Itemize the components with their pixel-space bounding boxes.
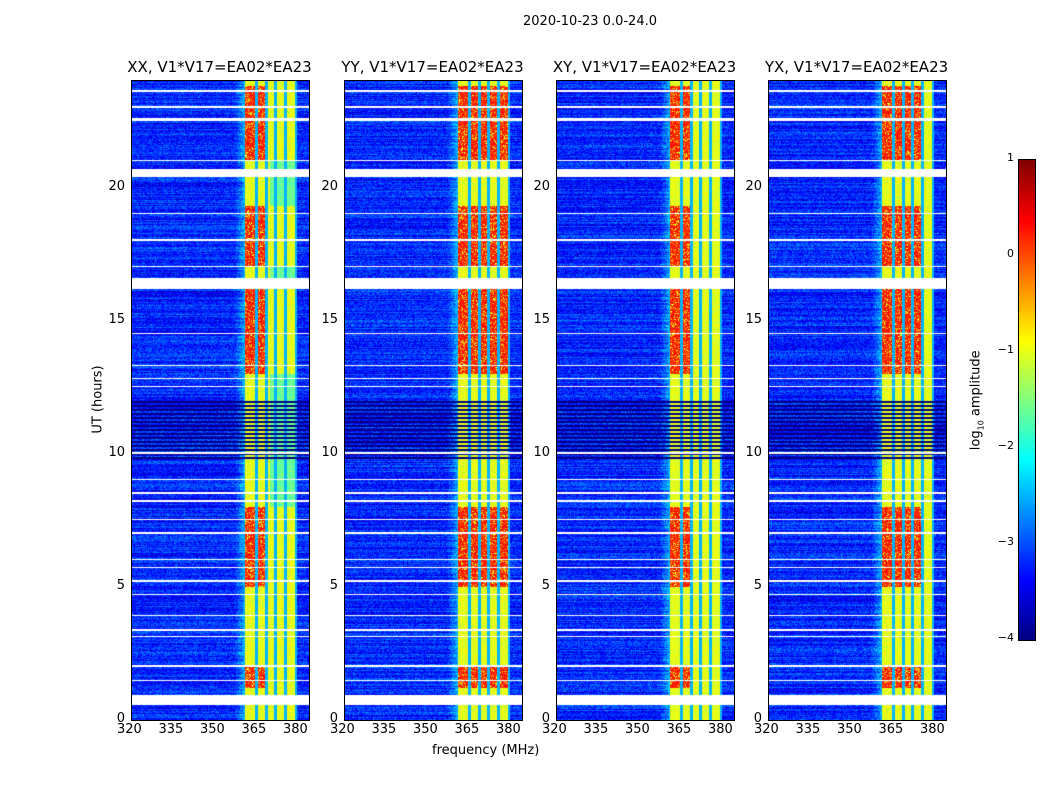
panel-title: YX, V1*V17=EA02*EA23 bbox=[764, 58, 949, 76]
x-tick-label: 350 bbox=[412, 722, 438, 737]
y-tick-label: 15 bbox=[108, 311, 125, 327]
x-tick-label: 365 bbox=[878, 722, 904, 737]
x-tick-label: 320 bbox=[754, 722, 779, 737]
y-tick-label: 5 bbox=[116, 577, 125, 593]
figure-title: 2020-10-23 0.0-24.0 bbox=[523, 14, 657, 29]
y-tick-label: 5 bbox=[753, 577, 762, 593]
heatmap-image bbox=[557, 81, 734, 720]
x-tick-label: 350 bbox=[624, 722, 650, 737]
y-tick-label: 10 bbox=[321, 444, 338, 460]
heatmap-panel bbox=[344, 80, 523, 721]
colorbar-tick-label: −1 bbox=[997, 343, 1014, 356]
y-tick-label: 10 bbox=[533, 444, 550, 460]
heatmap-panel bbox=[768, 80, 947, 721]
x-tick-label: 365 bbox=[241, 722, 267, 737]
x-tick-label: 380 bbox=[919, 722, 945, 737]
colorbar-tick-label: 1 bbox=[1007, 151, 1014, 164]
y-tick-label: 20 bbox=[108, 178, 125, 194]
y-tick-label: 10 bbox=[745, 444, 762, 460]
y-tick-label: 15 bbox=[321, 311, 338, 327]
x-tick-label: 320 bbox=[330, 722, 355, 737]
y-tick-label: 5 bbox=[329, 577, 338, 593]
y-tick-label: 20 bbox=[321, 178, 338, 194]
heatmap-panel bbox=[556, 80, 735, 721]
y-tick-label: 0 bbox=[329, 711, 338, 726]
panel-title: XY, V1*V17=EA02*EA23 bbox=[552, 58, 737, 76]
panel-title: XX, V1*V17=EA02*EA23 bbox=[127, 58, 312, 76]
x-tick-label: 365 bbox=[454, 722, 480, 737]
heatmap-image bbox=[769, 81, 946, 720]
y-tick-label: 15 bbox=[745, 311, 762, 327]
y-tick-label: 0 bbox=[116, 711, 125, 726]
y-tick-label: 20 bbox=[745, 178, 762, 194]
heatmap-image bbox=[345, 81, 522, 720]
x-tick-label: 335 bbox=[795, 722, 821, 737]
colorbar-tick-label: 0 bbox=[1007, 247, 1014, 260]
colorbar-tick-label: −2 bbox=[997, 439, 1014, 452]
y-tick-label: 15 bbox=[533, 311, 550, 327]
colorbar-tick-label: −4 bbox=[997, 631, 1014, 644]
panel-title: YY, V1*V17=EA02*EA23 bbox=[341, 58, 524, 76]
colorbar-gradient bbox=[1019, 160, 1035, 640]
x-tick-label: 365 bbox=[666, 722, 692, 737]
x-tick-label: 320 bbox=[542, 722, 567, 737]
y-tick-label: 0 bbox=[541, 711, 550, 726]
y-axis-label: UT (hours) bbox=[90, 365, 106, 434]
heatmap-image bbox=[132, 81, 309, 720]
x-axis-label: frequency (MHz) bbox=[432, 743, 540, 758]
x-tick-label: 380 bbox=[495, 722, 521, 737]
x-tick-label: 350 bbox=[836, 722, 862, 737]
y-tick-label: 5 bbox=[541, 577, 550, 593]
x-tick-label: 380 bbox=[282, 722, 308, 737]
y-tick-label: 10 bbox=[108, 444, 125, 460]
colorbar bbox=[1018, 159, 1036, 641]
colorbar-tick-label: −3 bbox=[997, 535, 1014, 548]
y-tick-label: 0 bbox=[753, 711, 762, 726]
heatmap-panel bbox=[131, 80, 310, 721]
x-tick-label: 335 bbox=[583, 722, 609, 737]
colorbar-label: log10 amplitude bbox=[968, 350, 986, 451]
x-tick-label: 335 bbox=[158, 722, 184, 737]
y-tick-label: 20 bbox=[533, 178, 550, 194]
x-tick-label: 320 bbox=[117, 722, 142, 737]
x-tick-label: 350 bbox=[199, 722, 225, 737]
x-tick-label: 335 bbox=[371, 722, 397, 737]
x-tick-label: 380 bbox=[707, 722, 733, 737]
